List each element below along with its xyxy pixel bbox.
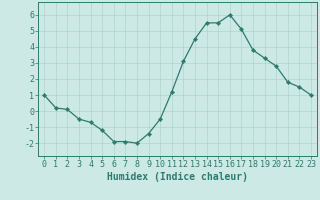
X-axis label: Humidex (Indice chaleur): Humidex (Indice chaleur)	[107, 172, 248, 182]
